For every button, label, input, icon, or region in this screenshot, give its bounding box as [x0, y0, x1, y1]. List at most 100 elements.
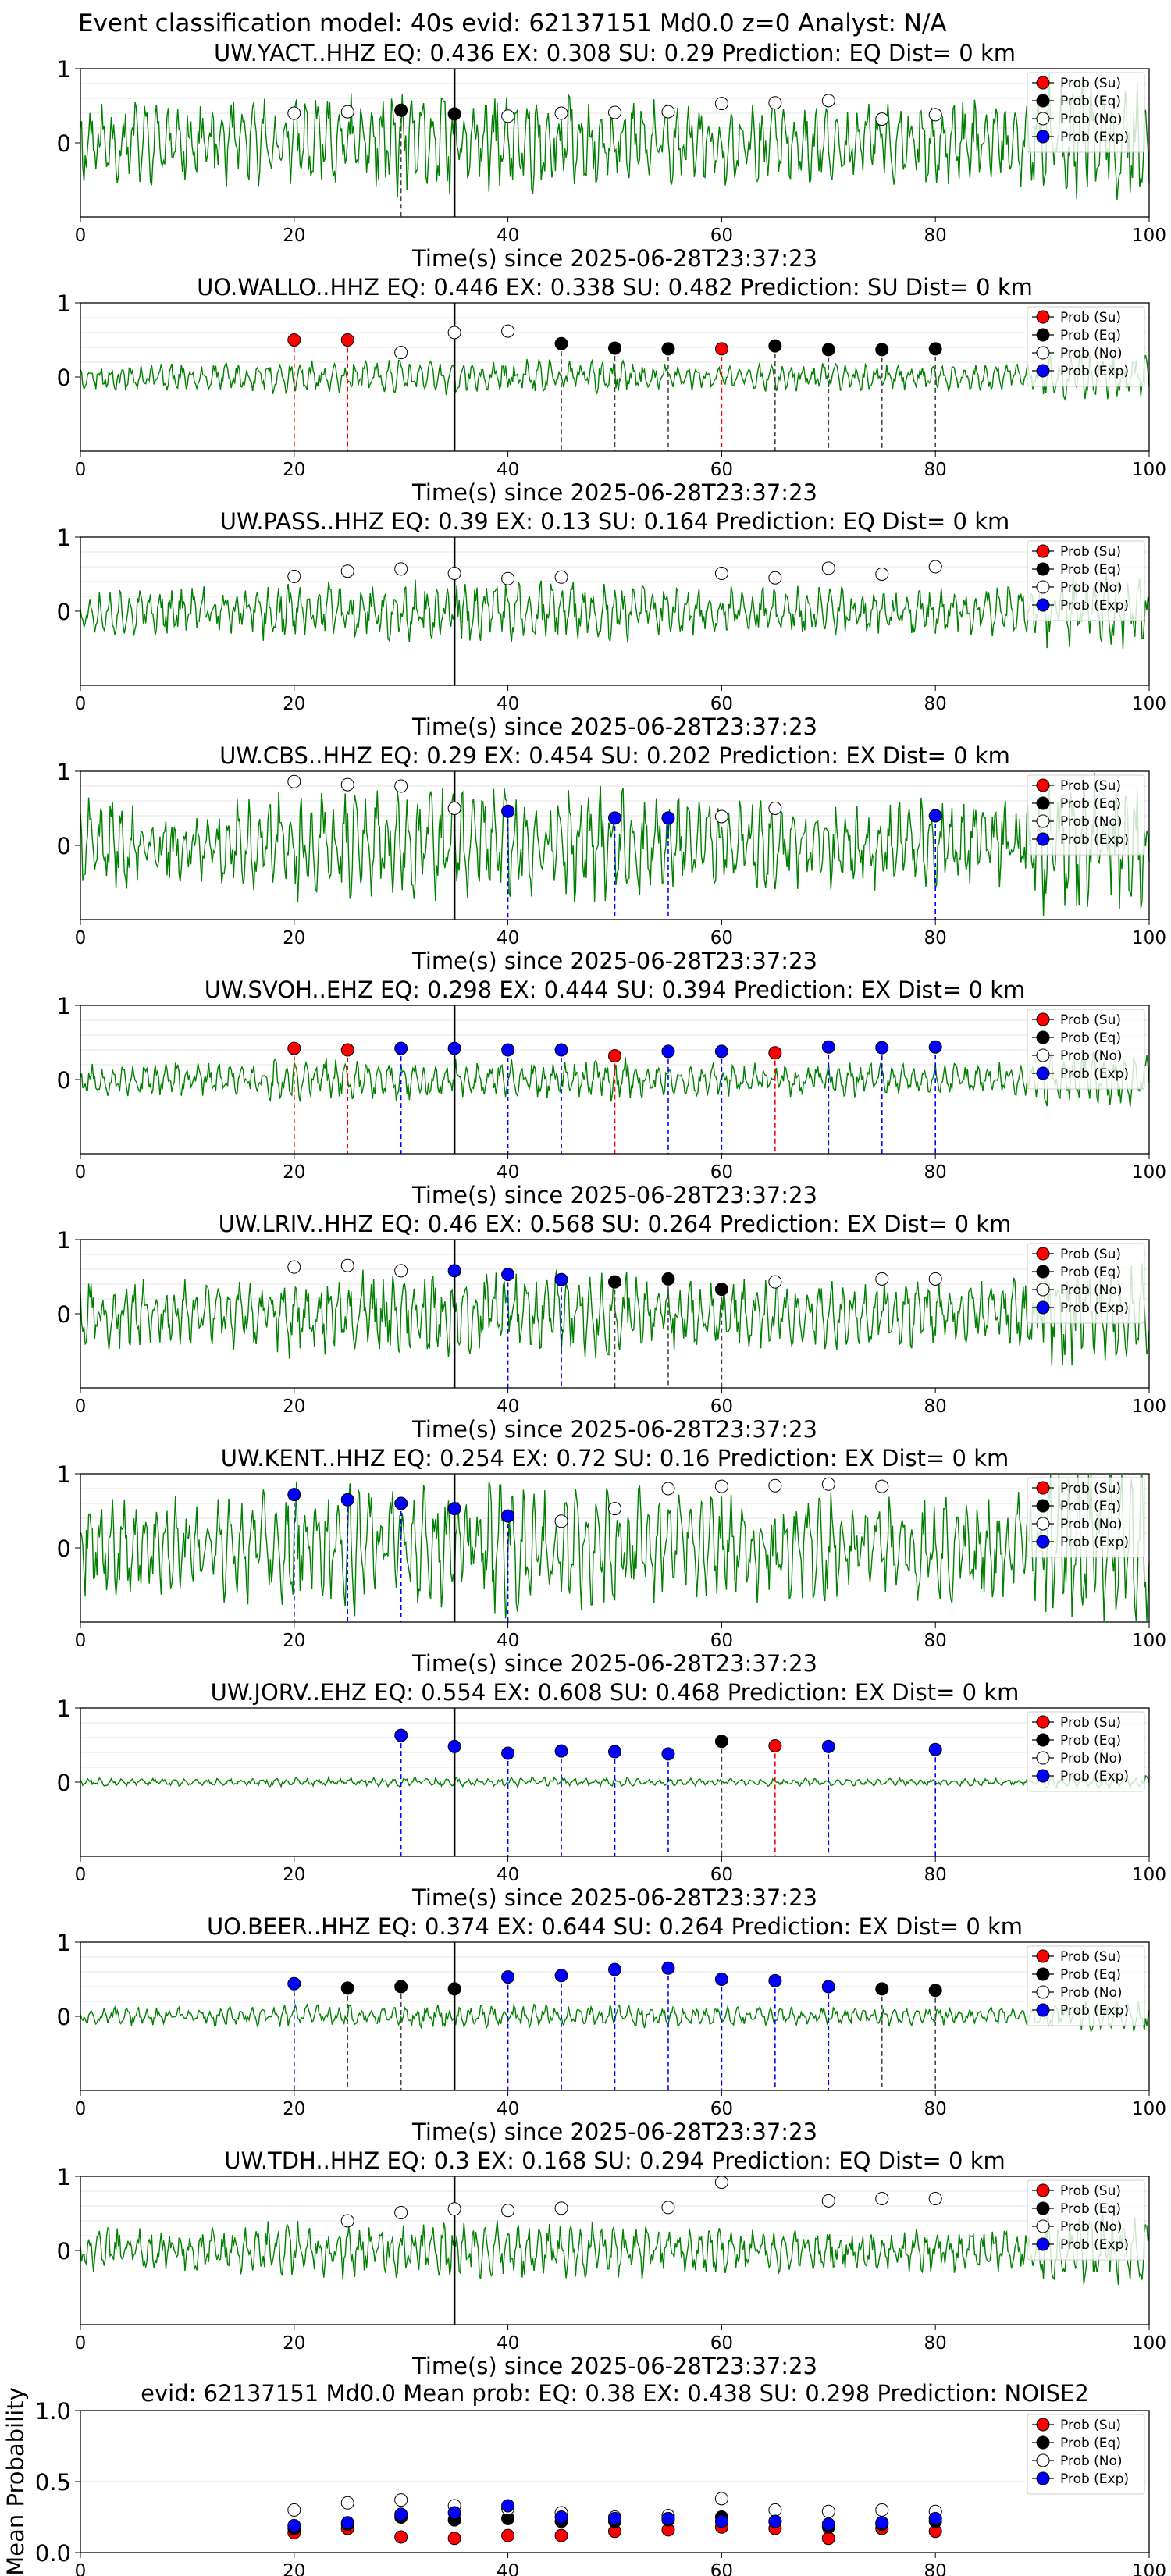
x-tick-label: 0 [75, 2099, 87, 2119]
legend-marker-su [1036, 1012, 1050, 1026]
x-tick-label: 20 [283, 1397, 305, 1417]
prob-point-no [340, 105, 354, 119]
legend-label-eq: Prob (Eq) [1060, 1030, 1121, 1046]
prob-point-no [447, 802, 461, 815]
x-tick-label: 40 [497, 460, 519, 480]
x-tick-label: 100 [1132, 1631, 1166, 1651]
prob-point-exp [661, 1961, 675, 1975]
legend-marker-no [1036, 112, 1050, 126]
prob-point-exp [447, 1041, 461, 1055]
x-tick-label: 60 [710, 1397, 733, 1417]
prob-point-eq [554, 336, 568, 350]
legend-box [1027, 540, 1145, 621]
x-tick-label: 40 [497, 1631, 519, 1651]
prob-point-exp [714, 1044, 728, 1059]
panel-title: UW.CBS..HHZ EQ: 0.29 EX: 0.454 SU: 0.202… [219, 742, 1010, 769]
legend-label-su: Prob (Su) [1060, 1481, 1121, 1496]
x-tick-label: 100 [1132, 460, 1166, 480]
prob-point-no [287, 569, 301, 583]
waveform-trace [80, 73, 1150, 201]
prob-point-eq [447, 107, 461, 121]
prob-point-eq [928, 342, 942, 356]
x-tick-label: 60 [710, 694, 733, 714]
legend-label-exp: Prob (Exp) [1060, 1300, 1129, 1316]
mean-prob-point-su [501, 2528, 515, 2542]
prob-point-no [340, 2214, 354, 2228]
x-axis-label: Time(s) since 2025-06-28T23:37:23 [411, 713, 817, 740]
legend-box [1027, 2179, 1145, 2261]
prob-point-no [394, 562, 408, 576]
y-tick-label: 1 [57, 525, 71, 551]
prob-point-exp [608, 1962, 621, 1976]
legend-label-exp: Prob (Exp) [1060, 832, 1129, 848]
prob-point-no [394, 346, 408, 360]
y-tick-label: 0 [57, 130, 71, 157]
prob-point-exp [287, 1488, 301, 1502]
legend-label-eq: Prob (Eq) [1060, 94, 1121, 109]
prob-point-exp [821, 1980, 835, 1994]
x-tick-label: 20 [283, 694, 305, 714]
legend-label-su: Prob (Su) [1060, 1949, 1121, 1965]
prob-point-no [875, 1479, 889, 1493]
legend-box [1027, 2414, 1145, 2495]
x-tick-label: 0 [75, 694, 87, 714]
legend-marker-no [1036, 1985, 1050, 1999]
legend-label-no: Prob (No) [1060, 1985, 1123, 2001]
x-axis-label: Time(s) since 2025-06-28T23:37:23 [411, 245, 817, 272]
mean-prob-point-no [287, 2503, 301, 2517]
x-tick-label: 80 [924, 928, 947, 948]
legend-box [1027, 1711, 1145, 1792]
legend-marker-exp [1036, 364, 1050, 378]
summary-title: evid: 62137151 Md0.0 Mean prob: EQ: 0.38… [141, 2380, 1089, 2407]
prob-point-no [768, 1275, 782, 1289]
legend-marker-su [1036, 76, 1050, 90]
x-tick-label: 80 [924, 2099, 947, 2119]
prob-point-exp [928, 809, 942, 823]
legend-marker-exp [1036, 832, 1050, 846]
axes-frame [80, 536, 1150, 686]
prob-point-no [714, 1479, 728, 1493]
y-tick-label: 1 [57, 759, 71, 785]
y-tick-label: 0 [57, 1301, 71, 1328]
legend-label-no: Prob (No) [1060, 2453, 1123, 2469]
x-tick-label: 80 [924, 1865, 947, 1885]
prob-point-no [928, 2192, 942, 2205]
panel-title: UO.WALLO..HHZ EQ: 0.446 EX: 0.338 SU: 0.… [197, 274, 1033, 301]
y-axis-label: Mean Probability [2, 2387, 29, 2576]
x-tick-label: 20 [283, 2333, 305, 2354]
x-tick-label: 100 [1132, 694, 1166, 714]
prob-point-eq [714, 1735, 728, 1749]
y-tick-label: 1 [57, 1695, 71, 1722]
prob-point-no [554, 570, 568, 584]
legend-label-no: Prob (No) [1060, 112, 1123, 127]
prob-point-no [394, 2206, 408, 2220]
legend-label-su: Prob (Su) [1060, 544, 1121, 560]
x-tick-label: 0 [75, 2561, 87, 2576]
legend-marker-eq [1036, 1265, 1050, 1279]
panel-title: UW.TDH..HHZ EQ: 0.3 EX: 0.168 SU: 0.294 … [224, 2147, 1005, 2174]
prob-point-exp [554, 1969, 568, 1983]
x-tick-label: 60 [710, 460, 733, 480]
prob-point-exp [714, 1973, 728, 1986]
panel-title: UW.YACT..HHZ EQ: 0.436 EX: 0.308 SU: 0.2… [214, 40, 1016, 66]
legend-marker-eq [1036, 1733, 1050, 1747]
mean-prob-point-exp [821, 2517, 835, 2532]
legend-label-no: Prob (No) [1060, 814, 1123, 830]
x-axis-label: Time(s) since 2025-06-28T23:37:23 [411, 479, 817, 506]
prob-point-no [340, 777, 354, 792]
x-tick-label: 20 [283, 1162, 305, 1183]
x-tick-label: 60 [710, 1865, 733, 1885]
x-tick-label: 60 [710, 1631, 733, 1651]
figure-suptitle: Event classification model: 40s evid: 62… [78, 9, 947, 37]
legend-marker-no [1036, 2453, 1050, 2467]
prob-point-no [554, 1514, 568, 1528]
legend-label-su: Prob (Su) [1060, 778, 1121, 794]
x-tick-label: 40 [497, 928, 519, 948]
y-tick-label: 0.5 [35, 2469, 71, 2496]
legend-label-eq: Prob (Eq) [1060, 2435, 1121, 2451]
legend-label-exp: Prob (Exp) [1060, 1769, 1129, 1784]
x-tick-label: 80 [924, 2561, 947, 2576]
legend-box [1027, 774, 1145, 856]
mean-prob-point-exp [287, 2518, 301, 2532]
x-tick-label: 100 [1132, 1397, 1166, 1417]
